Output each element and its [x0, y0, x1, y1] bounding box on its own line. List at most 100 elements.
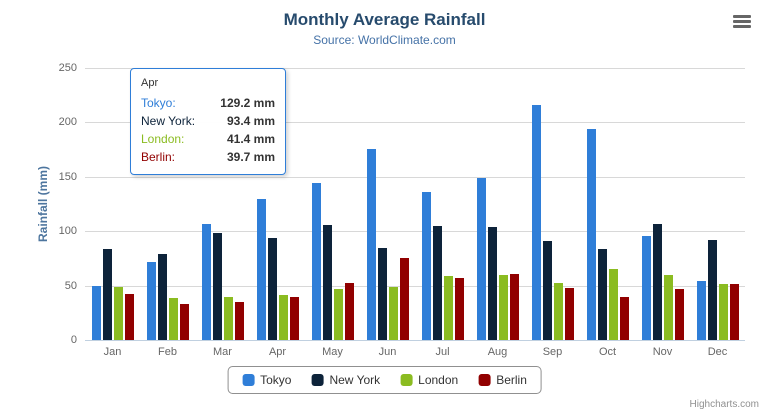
bar-berlin-may[interactable] [344, 282, 354, 340]
x-tick-label: May [322, 346, 343, 358]
chart-subtitle: Source: WorldClimate.com [313, 33, 456, 47]
bar-tokyo-oct[interactable] [586, 128, 596, 340]
tooltip-series-label: Tokyo: [141, 96, 176, 110]
bar-new-york-jul[interactable] [432, 225, 442, 340]
bar-new-york-jan[interactable] [102, 249, 112, 340]
legend-label: Tokyo [260, 373, 292, 387]
bar-london-jan[interactable] [113, 286, 123, 340]
tooltip-rows: Tokyo: 129.2 mm New York: 93.4 mm London: 41.… [141, 94, 275, 166]
y-tick-label: 50 [64, 279, 77, 292]
bar-london-jun[interactable] [388, 287, 398, 340]
tooltip-row: London: 41.4 mm [141, 130, 275, 148]
bar-berlin-oct[interactable] [619, 297, 629, 340]
bar-tokyo-jan[interactable] [91, 285, 101, 340]
gridline [85, 231, 745, 233]
bar-tokyo-mar[interactable] [201, 224, 211, 340]
x-tick-label: Apr [268, 346, 287, 358]
bar-new-york-oct[interactable] [597, 249, 607, 340]
x-tick-label: Jun [378, 346, 397, 358]
gridline [85, 68, 745, 69]
bar-new-york-nov[interactable] [652, 224, 662, 340]
chart-menu-button[interactable] [733, 15, 751, 28]
gridline [85, 122, 745, 124]
bar-tokyo-jun[interactable] [366, 148, 376, 340]
x-tick-label: Jan [103, 346, 122, 358]
tooltip-series-label: London: [141, 132, 185, 146]
y-axis-title: Rainfall (mm) [36, 165, 50, 243]
x-tick-label: Dec [707, 346, 728, 358]
hamburger-icon [733, 20, 751, 23]
gridline [85, 176, 745, 178]
tooltip-series-label: New York: [141, 114, 196, 128]
tooltip-series-value: 93.4 mm [226, 114, 275, 128]
legend-item-new-york[interactable]: New York [311, 373, 380, 387]
bar-berlin-apr[interactable] [289, 296, 299, 340]
tooltip: Apr Tokyo: 129.2 mm New York: 93.4 mm London… [130, 68, 286, 175]
x-tick-label: Sep [542, 346, 563, 358]
bar-new-york-jun[interactable] [377, 248, 387, 340]
x-axis-line [85, 340, 745, 341]
x-tick-label: Feb [158, 346, 177, 358]
bar-london-apr[interactable] [278, 294, 288, 340]
legend: Tokyo New York London Berlin [227, 366, 542, 394]
bar-tokyo-nov[interactable] [641, 236, 651, 340]
bar-berlin-sep[interactable] [564, 288, 574, 340]
legend-label: Berlin [496, 373, 527, 387]
bar-berlin-jun[interactable] [399, 257, 409, 340]
gridline [85, 285, 745, 287]
plot-area: Rainfall (mm) 0 50 100 150 200 250 Jan Feb Mar Ap… [36, 62, 745, 358]
bar-london-nov[interactable] [663, 275, 673, 340]
bar-london-jul[interactable] [443, 275, 453, 340]
bar-london-sep[interactable] [553, 283, 563, 340]
tooltip-series-value: 129.2 mm [220, 96, 275, 110]
bar-tokyo-may[interactable] [311, 183, 321, 340]
bar-tokyo-dec[interactable] [696, 280, 706, 340]
y-tick-label: 100 [58, 225, 77, 238]
y-tick-label: 200 [58, 116, 77, 129]
bar-tokyo-aug[interactable] [476, 178, 486, 340]
bar-berlin-mar[interactable] [234, 302, 244, 340]
bar-london-mar[interactable] [223, 297, 233, 340]
x-tick-label: Aug [487, 346, 508, 358]
bar-new-york-dec[interactable] [707, 239, 717, 340]
legend-item-berlin[interactable]: Berlin [478, 373, 527, 387]
credits-link[interactable]: Highcharts.com [689, 399, 759, 410]
tooltip-series-label: Berlin: [141, 150, 176, 164]
bar-berlin-feb[interactable] [179, 303, 189, 340]
hamburger-icon [733, 15, 751, 18]
bar-tokyo-apr[interactable] [256, 199, 266, 340]
bar-new-york-apr[interactable] [267, 238, 277, 340]
tooltip-row: Berlin: 39.7 mm [141, 148, 275, 166]
bar-new-york-aug[interactable] [487, 226, 497, 340]
bar-berlin-jul[interactable] [454, 277, 464, 340]
bar-berlin-aug[interactable] [509, 274, 519, 340]
bar-london-oct[interactable] [608, 269, 618, 340]
chart-title: Monthly Average Rainfall [283, 10, 486, 29]
x-tick-label: Jul [435, 346, 450, 358]
bar-london-dec[interactable] [718, 284, 728, 340]
legend-marker-icon [311, 374, 324, 386]
legend-label: London [418, 373, 459, 387]
bar-tokyo-feb[interactable] [146, 262, 156, 340]
x-tick-label: Oct [598, 346, 617, 358]
bar-berlin-dec[interactable] [729, 284, 739, 340]
legend-marker-icon [400, 374, 413, 386]
hamburger-icon [733, 25, 751, 28]
bar-new-york-mar[interactable] [212, 232, 222, 340]
bar-london-may[interactable] [333, 288, 343, 340]
legend-item-london[interactable]: London [400, 373, 458, 387]
bar-berlin-jan[interactable] [124, 293, 134, 340]
bar-tokyo-jul[interactable] [421, 192, 431, 340]
bar-new-york-sep[interactable] [542, 240, 552, 340]
bar-london-feb[interactable] [168, 297, 178, 340]
tooltip-category: Apr [141, 77, 159, 89]
bar-tokyo-sep[interactable] [531, 104, 541, 340]
bar-new-york-may[interactable] [322, 224, 332, 340]
legend-label: New York [329, 373, 381, 387]
bar-new-york-feb[interactable] [157, 254, 167, 340]
bar-berlin-nov[interactable] [674, 289, 684, 340]
legend-item-tokyo[interactable]: Tokyo [242, 373, 291, 387]
bar-london-aug[interactable] [498, 275, 508, 340]
tooltip-series-value: 39.7 mm [226, 150, 275, 164]
